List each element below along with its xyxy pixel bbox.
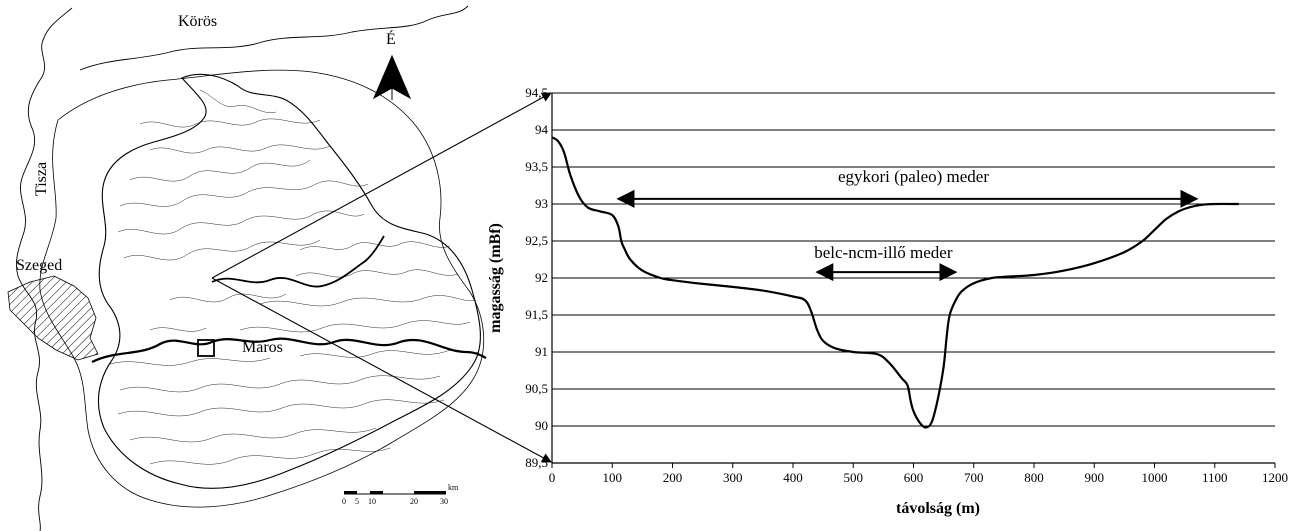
y-tick-label-3: 91 [535, 344, 548, 359]
connector-upper [211, 92, 552, 279]
connector-lines [211, 92, 552, 463]
maros-river [91, 337, 487, 363]
label-maros: Maros [242, 339, 283, 356]
y-tick-label-1: 90 [535, 418, 548, 433]
y-tick-label-4: 91,5 [525, 307, 548, 322]
profile-line [551, 136, 1239, 429]
maros-branch [211, 235, 385, 288]
y-tick-label-5: 92 [535, 270, 548, 285]
annotations: egykori (paleo) meder belc-ncm-illő meder [616, 167, 1199, 282]
annotation-label-1: belc-ncm-illő meder [814, 243, 953, 262]
y-ticks: 89,5 90 90,5 91 91,5 92 92,5 93 93,5 94 94,5 [525, 85, 548, 470]
basin-boundary [39, 69, 485, 508]
label-szeged: Szeged [16, 257, 62, 274]
x-tick-label-12: 1200 [1262, 470, 1288, 485]
scale-tick-10: 10 [368, 497, 376, 506]
x-tick-label-1: 100 [603, 470, 623, 485]
x-tick-label-9: 900 [1085, 470, 1105, 485]
map: Körös É Tisza Szeged Maros 0 5 10 20 30 … [7, 5, 487, 531]
y-tick-label-8: 93,5 [525, 159, 548, 174]
scale-tick-20: 20 [410, 497, 418, 506]
tisza-river [15, 7, 73, 531]
scale-tick-0: 0 [342, 497, 346, 506]
scale-bar: 0 5 10 20 30 km [342, 483, 459, 506]
x-tick-label-8: 800 [1024, 470, 1044, 485]
annotation-label-0: egykori (paleo) meder [838, 167, 989, 186]
label-koros: Körös [178, 13, 217, 30]
study-site-marker-icon [197, 339, 215, 357]
x-tick-label-11: 1100 [1202, 470, 1228, 485]
y-tick-label-0: 89,5 [525, 455, 548, 470]
x-ticks: 0 100 200 300 400 500 600 700 800 900 1000 1100 1200 [549, 463, 1288, 485]
connector-lower [211, 277, 552, 463]
x-tick-label-4: 400 [783, 470, 803, 485]
y-tick-label-6: 92,5 [525, 233, 548, 248]
y-tick-label-2: 90,5 [525, 381, 548, 396]
x-tick-label-7: 700 [964, 470, 984, 485]
x-tick-label-3: 300 [723, 470, 743, 485]
x-tick-label-5: 500 [844, 470, 864, 485]
x-tick-label-10: 1000 [1142, 470, 1168, 485]
y-tick-label-7: 93 [535, 196, 548, 211]
y-tick-label-10: 94,5 [525, 85, 548, 100]
szeged-city [7, 275, 99, 361]
cross-section-chart: 89,5 90 90,5 91 91,5 92 92,5 93 93,5 94 94,5 0 100 2… [487, 85, 1288, 517]
koros-river [79, 5, 469, 71]
x-axis-label: távolság (m) [896, 500, 980, 517]
map-texture [109, 89, 479, 465]
label-north: É [386, 29, 396, 48]
x-tick-label-2: 200 [663, 470, 683, 485]
scale-tick-5: 5 [355, 497, 359, 506]
x-tick-label-6: 600 [904, 470, 924, 485]
x-tick-label-0: 0 [549, 470, 556, 485]
label-tisza: Tisza [33, 162, 50, 196]
scale-unit: km [448, 483, 459, 492]
scale-tick-30: 30 [440, 497, 448, 506]
y-axis-label: magasság (mBf) [487, 223, 504, 333]
y-tick-label-9: 94 [535, 122, 549, 137]
study-area-boundary [97, 73, 481, 489]
